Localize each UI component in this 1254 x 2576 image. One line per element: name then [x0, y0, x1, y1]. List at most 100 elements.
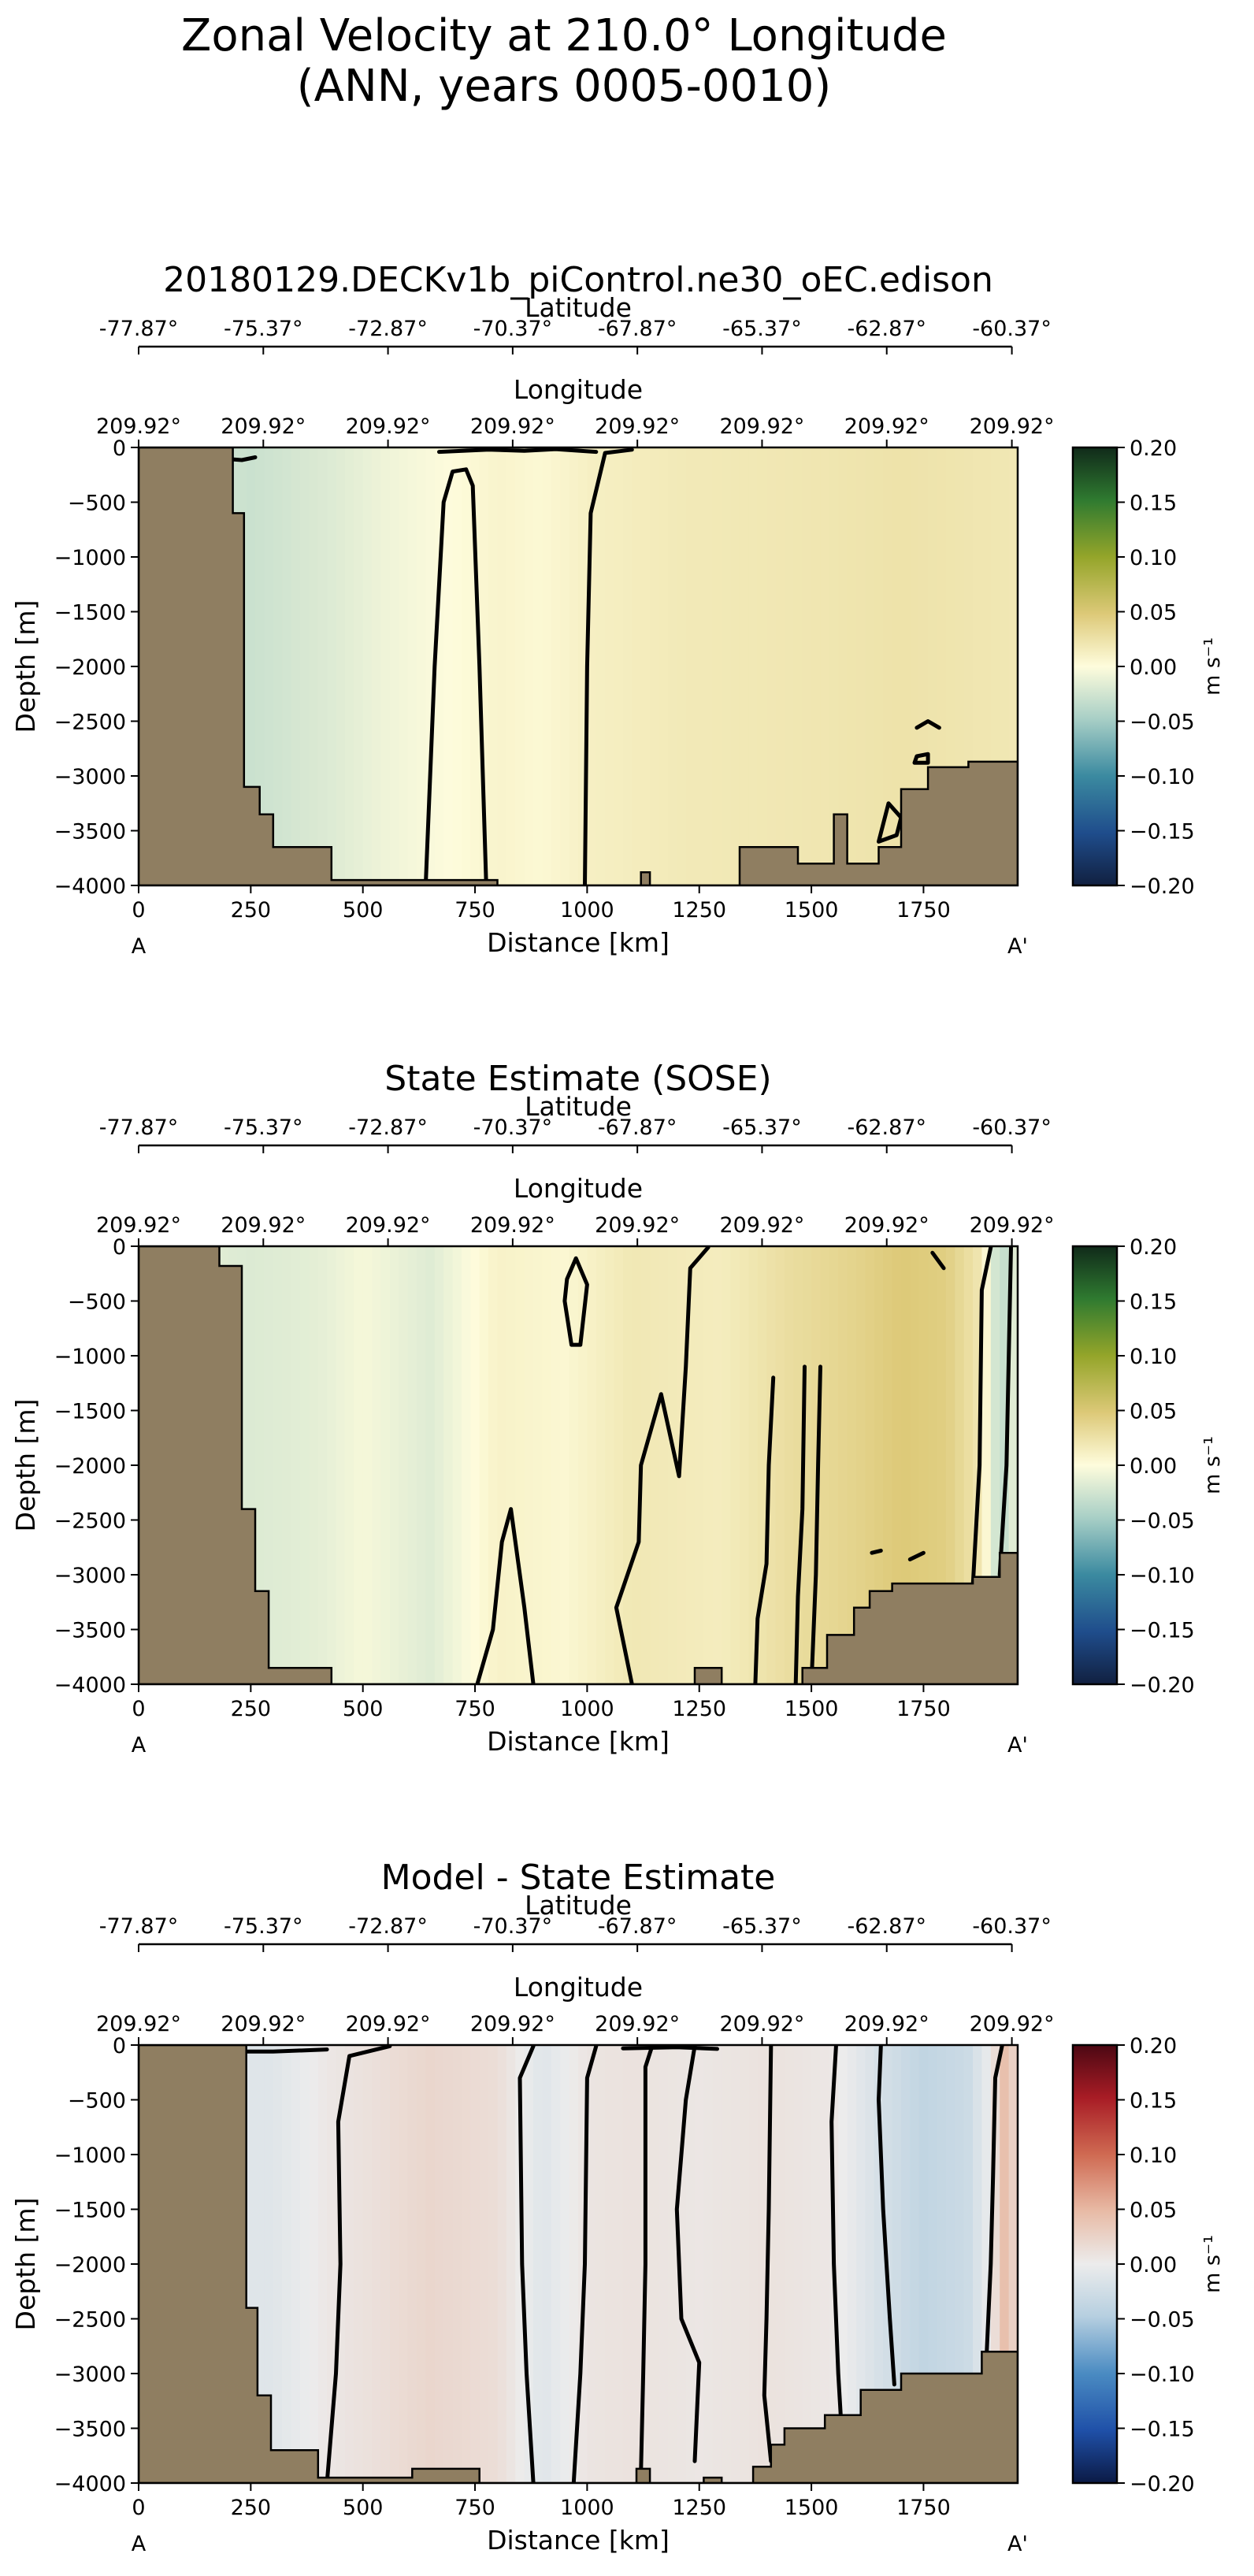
field-column [291, 447, 301, 885]
field-column [793, 447, 803, 885]
field-column [399, 447, 409, 885]
field-column [856, 447, 866, 885]
y-tick-label: −2500 [54, 711, 126, 735]
y-tick-label: −2000 [54, 1454, 126, 1479]
field-column [605, 447, 615, 885]
field-column [614, 2045, 624, 2483]
latitude-tick-label: -77.87° [99, 317, 179, 341]
y-tick-label: −3000 [54, 765, 126, 789]
field-column [488, 447, 499, 885]
field-column [622, 447, 633, 885]
latitude-axis-label: Latitude [525, 292, 632, 323]
x-tick-label: 250 [231, 2496, 272, 2520]
field-column [730, 1246, 740, 1684]
colorbar [1071, 446, 1119, 887]
field-column [515, 1246, 525, 1684]
longitude-tick-label: 209.92° [470, 2012, 555, 2036]
field-column [937, 1246, 947, 1684]
field-column [874, 1246, 885, 1684]
field-column [389, 1246, 400, 1684]
colorbar-tick-label: 0.10 [1130, 2144, 1177, 2168]
field-column [640, 447, 651, 885]
field-column [434, 1246, 445, 1684]
field-column [372, 1246, 382, 1684]
field-column [775, 2045, 785, 2483]
colorbar-tick-label: 0.00 [1130, 1454, 1177, 1479]
colorbar-tick-label: −0.15 [1130, 1619, 1195, 1643]
field-column [327, 447, 337, 885]
x-tick-label: 750 [454, 1697, 495, 1721]
longitude-tick-label: 209.92° [96, 1213, 181, 1238]
field-column [389, 2045, 400, 2483]
zero-contour [877, 2045, 896, 2387]
y-tick-label: −4000 [54, 1673, 126, 1698]
zero-contour [829, 2045, 845, 2452]
field-column [838, 447, 848, 885]
latitude-tick-label: -70.37° [473, 317, 553, 341]
y-tick-label: 0 [113, 436, 126, 461]
y-tick-label: −2000 [54, 655, 126, 680]
field-column [317, 447, 328, 885]
x-tick-label: 1500 [785, 2496, 839, 2520]
field-column [354, 1246, 364, 1684]
longitude-tick-label: 209.92° [719, 2012, 804, 2036]
colorbar-tick-label: 0.20 [1130, 436, 1177, 461]
x-tick-label: 1000 [560, 898, 614, 922]
field-column [757, 447, 768, 885]
x-tick-label: 500 [343, 1697, 384, 1721]
x-axis-label: Distance [km] [487, 927, 670, 958]
field-column [1008, 447, 1018, 885]
field-column [354, 447, 364, 885]
field-column [667, 2045, 678, 2483]
y-tick-label: −500 [68, 2089, 126, 2114]
latitude-tick-label: -72.87° [348, 1914, 428, 1939]
field-column [389, 447, 400, 885]
field-column [264, 1246, 274, 1684]
zero-contour [970, 1246, 993, 1588]
field-column [317, 2045, 328, 2483]
zero-contour [571, 2045, 599, 2483]
y-tick-label: −1500 [54, 1400, 126, 1424]
longitude-tick-label: 209.92° [970, 1213, 1055, 1238]
field-column [928, 1246, 938, 1684]
longitude-tick-label: 209.92° [96, 414, 181, 439]
field-column [883, 447, 893, 885]
zero-contour [621, 2045, 719, 2051]
zero-contour [437, 447, 599, 455]
field-column [811, 2045, 822, 2483]
field-column [945, 1246, 956, 1684]
field-column [443, 2045, 454, 2483]
longitude-tick-label: 209.92° [470, 1213, 555, 1238]
field-column [775, 447, 785, 885]
zero-contour [907, 1550, 926, 1561]
field-column [685, 447, 696, 885]
field-column [605, 2045, 615, 2483]
colorbar-tick-label: −0.05 [1130, 1509, 1195, 1534]
section-end-label: A' [1007, 2532, 1028, 2556]
zero-contour [870, 1548, 883, 1555]
field-column [614, 447, 624, 885]
field-column [372, 2045, 382, 2483]
colorbar-label: m s⁻¹ [1200, 637, 1225, 696]
x-tick-label: 1750 [896, 1697, 951, 1721]
field-column [622, 1246, 633, 1684]
zero-contour [614, 1246, 710, 1684]
field-column [847, 2045, 858, 2483]
y-tick-label: −3000 [54, 2363, 126, 2387]
field-column [820, 447, 830, 885]
field-column [865, 1246, 875, 1684]
field-column [963, 1246, 974, 1684]
field-column [506, 2045, 517, 2483]
field-column [506, 1246, 517, 1684]
field-column [775, 1246, 785, 1684]
field-column [677, 2045, 687, 2483]
y-tick-label: −1500 [54, 601, 126, 625]
y-tick-label: −3500 [54, 2418, 126, 2442]
x-axis-label: Distance [km] [487, 2525, 670, 2556]
zero-contour [423, 467, 488, 885]
latitude-tick-label: -70.37° [473, 1115, 553, 1140]
x-tick-label: 500 [343, 2496, 384, 2520]
field-column [703, 1246, 714, 1684]
field-column [856, 1246, 866, 1684]
field-column [524, 1246, 535, 1684]
